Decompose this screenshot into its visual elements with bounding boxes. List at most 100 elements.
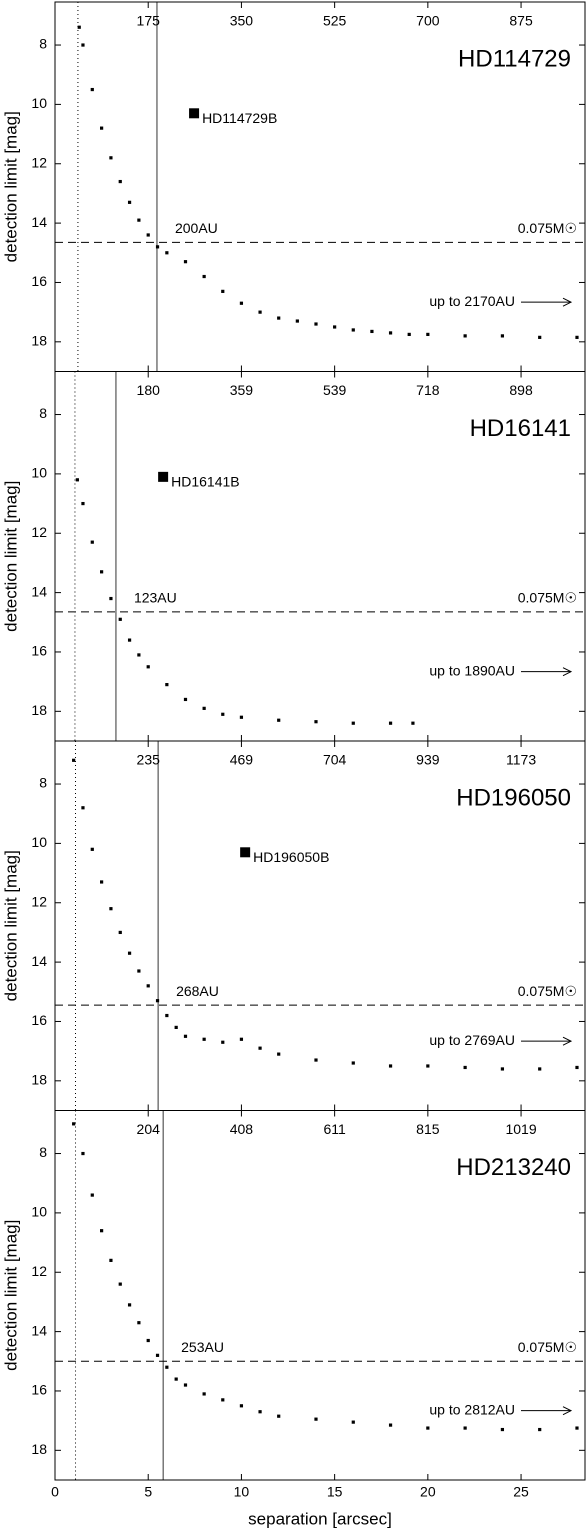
- data-point: [118, 179, 122, 184]
- y-tick-label: 8: [39, 405, 47, 421]
- data-point: [295, 319, 299, 323]
- data-point: [127, 951, 132, 955]
- data-point: [109, 1258, 113, 1262]
- data-point: [239, 1404, 244, 1408]
- data-point: [174, 1025, 178, 1029]
- data-point: [100, 1229, 104, 1233]
- data-point: [500, 334, 505, 338]
- x2-tick-label: 704: [323, 752, 347, 768]
- range-arrowhead: [562, 1036, 573, 1046]
- data-point: [575, 1426, 579, 1430]
- y-tick-label: 14: [31, 583, 47, 599]
- data-point: [258, 1410, 262, 1414]
- x2-tick-label: 235: [137, 752, 161, 768]
- data-point: [183, 260, 188, 264]
- data-point: [155, 999, 160, 1003]
- data-point: [202, 1037, 206, 1041]
- data-point: [127, 200, 132, 204]
- x2-tick-label: 469: [230, 752, 254, 768]
- y-tick-label: 14: [31, 1322, 47, 1338]
- x2-tick-label: 611: [323, 1121, 346, 1137]
- data-point: [463, 1065, 467, 1070]
- range-label: up to 2170AU: [429, 293, 515, 309]
- panel-title: HD196050: [456, 784, 571, 811]
- mass-limit-label: 0.075M☉: [518, 220, 577, 236]
- y-axis-label: detection limit [mag]: [1, 1220, 20, 1371]
- companion-label: HD196050B: [253, 849, 329, 865]
- data-point: [463, 1426, 467, 1430]
- x-tick-label: 10: [234, 1484, 250, 1500]
- data-point: [239, 1037, 244, 1041]
- y-tick-label: 10: [31, 95, 47, 111]
- y-tick-label: 10: [31, 834, 47, 850]
- panel-title: HD16141: [470, 415, 571, 442]
- panel-title: HD213240: [456, 1154, 571, 1181]
- data-point: [538, 1427, 542, 1432]
- data-point: [77, 25, 81, 29]
- data-point: [100, 880, 104, 884]
- data-point: [90, 847, 94, 851]
- data-point: [221, 289, 225, 293]
- data-point: [351, 1061, 355, 1065]
- data-point: [100, 570, 104, 574]
- x2-tick-label: 939: [416, 752, 440, 768]
- y-tick-label: 16: [31, 1382, 47, 1398]
- data-point: [314, 1417, 318, 1421]
- data-point: [277, 1052, 281, 1056]
- y-tick-label: 18: [31, 1072, 47, 1088]
- x2-tick-label: 718: [416, 382, 440, 398]
- x-axis-label: separation [arcsec]: [248, 1509, 392, 1528]
- x-tick-label: 5: [144, 1484, 152, 1500]
- y-tick-label: 8: [39, 1144, 47, 1160]
- separation-label: 253AU: [181, 1339, 224, 1355]
- y-tick-label: 18: [31, 1441, 47, 1457]
- x2-tick-label: 700: [416, 13, 440, 29]
- x2-tick-label: 180: [137, 382, 161, 398]
- data-point: [75, 478, 79, 482]
- data-point: [426, 1426, 430, 1430]
- y-axis-label: detection limit [mag]: [1, 111, 20, 262]
- mass-limit-label: 0.075M☉: [518, 983, 577, 999]
- data-point: [109, 156, 113, 160]
- data-point: [118, 617, 122, 621]
- data-point: [174, 1377, 178, 1381]
- data-point: [202, 1392, 206, 1396]
- data-point: [137, 1321, 141, 1325]
- data-point: [165, 683, 169, 687]
- x-tick-label: 20: [420, 1484, 436, 1500]
- data-point: [183, 697, 188, 702]
- data-point: [575, 1065, 579, 1070]
- y-tick-label: 8: [39, 36, 47, 52]
- y-tick-label: 12: [31, 893, 47, 909]
- data-point: [165, 1365, 169, 1369]
- data-point: [221, 1040, 225, 1044]
- data-point: [72, 1122, 76, 1126]
- data-point: [118, 1282, 122, 1286]
- x2-tick-label: 408: [230, 1121, 254, 1137]
- data-point: [183, 1383, 188, 1387]
- y-tick-label: 18: [31, 333, 47, 349]
- mass-limit-label: 0.075M☉: [518, 1339, 577, 1355]
- y-tick-label: 18: [31, 702, 47, 718]
- data-point: [426, 1064, 430, 1068]
- x2-tick-label: 539: [323, 382, 347, 398]
- data-point: [388, 1064, 393, 1068]
- data-point: [155, 1353, 160, 1357]
- companion-marker: [158, 471, 169, 482]
- data-point: [81, 1151, 85, 1156]
- panel-title: HD114729: [458, 45, 571, 72]
- data-point: [155, 245, 160, 249]
- data-point: [221, 1398, 225, 1402]
- data-point: [146, 665, 150, 669]
- x2-tick-label: 175: [137, 13, 161, 29]
- data-point: [333, 325, 337, 329]
- data-point: [72, 758, 76, 762]
- data-point: [314, 720, 318, 724]
- range-label: up to 2812AU: [429, 1401, 515, 1417]
- data-point: [202, 706, 206, 710]
- x2-tick-label: 359: [230, 382, 254, 398]
- data-point: [407, 332, 411, 337]
- range-arrowhead: [562, 297, 573, 307]
- range-arrowhead: [562, 667, 573, 677]
